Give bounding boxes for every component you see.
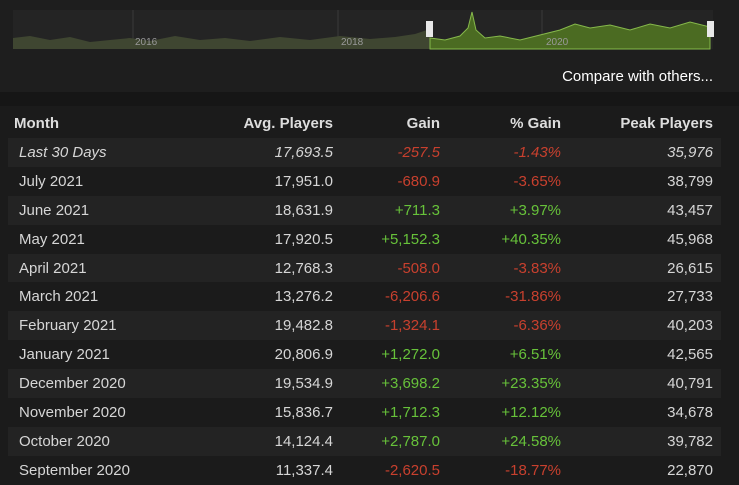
table-row: February 2021 19,482.8 -1,324.1 -6.36% 40,20… (8, 311, 721, 341)
table-cell: 40,203 (569, 311, 721, 341)
table-cell: +40.35% (501, 230, 561, 248)
navigator-selected-area (429, 11, 711, 50)
table-cell: 20,806.9 (274, 346, 333, 364)
table-cell: +23.35% (448, 369, 569, 399)
table-cell: December 2020 (8, 369, 225, 399)
table-cell: 43,457 (569, 195, 721, 225)
table-row: April 2021 12,768.3 -508.0 -3.83% 26,615 (8, 253, 721, 283)
table-cell: +24.58% (448, 426, 569, 456)
table-cell: 17,693.5 (225, 138, 341, 167)
navigator-handle[interactable] (426, 21, 433, 37)
column-header[interactable]: % Gain (510, 114, 561, 132)
table-cell: +5,152.3 (381, 230, 440, 248)
year-label: 2018 (341, 37, 364, 48)
column-header[interactable]: Month (14, 114, 59, 132)
table-cell: February 2021 (8, 311, 225, 341)
table-cell: July 2021 (19, 172, 84, 190)
navigator-area (13, 29, 430, 49)
table-cell: 22,870 (667, 461, 713, 479)
table-cell: 26,615 (569, 253, 721, 283)
navigator-handle[interactable] (707, 21, 714, 37)
stats-table: Month Avg. Players Gain% Gain Peak Players … (8, 108, 721, 485)
column-header[interactable]: Gain (406, 114, 440, 132)
table-cell: -508.0 (341, 253, 448, 283)
table-cell: 45,968 (667, 230, 713, 248)
table-cell: 18,631.9 (225, 195, 341, 225)
separator (0, 92, 739, 106)
table-cell: +6.51% (509, 346, 561, 364)
table-cell: +1,272.0 (381, 346, 440, 364)
table-row: October 2020 14,124.4 +2,787.0 +24.58% 39,78… (8, 426, 721, 456)
table-cell: -1,324.1 (341, 311, 448, 341)
table-cell: 14,124.4 (225, 426, 341, 456)
table-cell: March 2021 (19, 288, 99, 306)
navigator: 2016 2018 2020 (13, 10, 714, 50)
table-cell: +2,787.0 (341, 426, 448, 456)
table-cell: April 2021 (8, 253, 225, 283)
table-cell: +711.3 (341, 195, 448, 225)
table-cell: 19,534.9 (225, 369, 341, 399)
table-cell: January 2021 (19, 346, 110, 364)
table-cell: 27,733 (667, 288, 713, 306)
year-label: 2020 (546, 37, 569, 48)
table-row: November 2020 15,836.7 +1,712.3 +12.12% 34,6… (8, 398, 721, 427)
table-cell: -18.77% (505, 461, 561, 479)
table-cell: -680.9 (397, 172, 440, 190)
table-row: September 2020 11,337.4 -2,620.5 -18.77% 22,… (8, 456, 721, 485)
table-cell: 35,976 (569, 138, 721, 167)
table-cell: -6.36% (448, 311, 569, 341)
table-cell: May 2021 (19, 230, 85, 248)
table-cell: 34,678 (667, 403, 713, 421)
table-cell: 40,791 (569, 369, 721, 399)
table-cell: 12,768.3 (225, 253, 341, 283)
table-cell: +12.12% (501, 403, 561, 421)
table-row: January 2021 20,806.9 +1,272.0 +6.51% 42,565 (8, 340, 721, 369)
table-cell: -2,620.5 (384, 461, 440, 479)
year-label: 2016 (135, 37, 158, 48)
table-cell: October 2020 (8, 426, 225, 456)
table-row: July 2021 17,951.0 -680.9 -3.65% 38,799 (8, 167, 721, 196)
table-cell: 13,276.2 (274, 288, 333, 306)
table-cell: Last 30 Days (8, 138, 225, 167)
table-cell: June 2021 (8, 195, 225, 225)
table-cell: -31.86% (505, 288, 561, 306)
column-header[interactable]: Avg. Players (243, 114, 334, 132)
table-cell: -3.65% (513, 172, 561, 190)
table-cell: +1,712.3 (381, 403, 440, 421)
table-cell: 19,482.8 (225, 311, 341, 341)
table-cell: 11,337.4 (275, 461, 333, 479)
table-cell: November 2020 (19, 403, 126, 421)
table-cell: -6,206.6 (384, 288, 440, 306)
header-area: 2016 2018 2020 Compare with others... (0, 0, 739, 92)
table-cell: +3.97% (448, 195, 569, 225)
table-cell: 42,565 (667, 346, 713, 364)
table-cell: -1.43% (448, 138, 569, 167)
table-row: May 2021 17,920.5 +5,152.3 +40.35% 45,968 (8, 225, 721, 254)
table-cell: September 2020 (19, 461, 130, 479)
table-cell: 17,951.0 (274, 172, 333, 190)
table-row: Last 30 Days 17,693.5 -257.5 -1.43% 35,976 (8, 138, 721, 167)
table-cell: 15,836.7 (274, 403, 333, 421)
table-cell: 39,782 (569, 426, 721, 456)
compare-link[interactable]: Compare with others... (562, 68, 713, 85)
table-cell: -257.5 (341, 138, 448, 167)
table-cell: 17,920.5 (274, 230, 333, 248)
table-cell: 38,799 (667, 172, 713, 190)
column-header[interactable]: Peak Players (620, 114, 713, 132)
table-row: March 2021 13,276.2 -6,206.6 -31.86% 27,733 (8, 282, 721, 311)
table-row: December 2020 19,534.9 +3,698.2 +23.35% 40,7… (8, 369, 721, 399)
table-cell: -3.83% (448, 253, 569, 283)
table-cell: +3,698.2 (341, 369, 448, 399)
table-row: June 2021 18,631.9 +711.3 +3.97% 43,457 (8, 195, 721, 225)
header-row: Month Avg. Players Gain % Gain Peak Players (8, 108, 721, 138)
